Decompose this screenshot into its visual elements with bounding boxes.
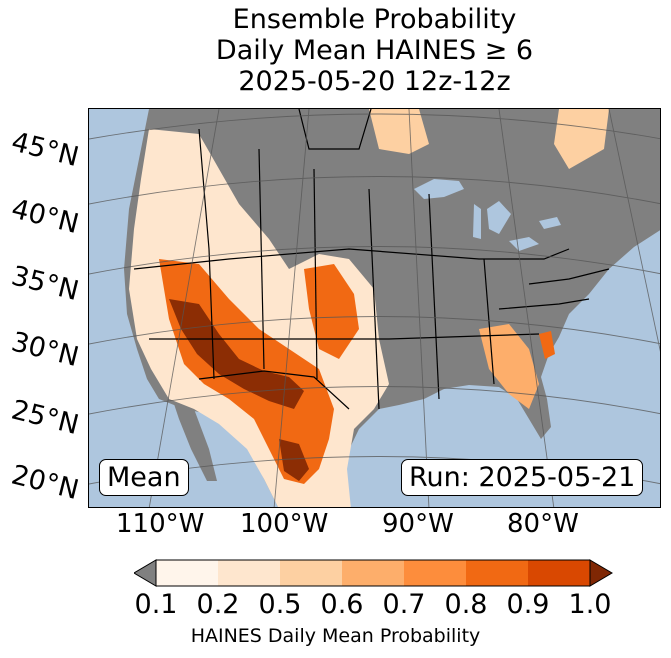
probability-map <box>88 108 661 508</box>
colorbar-tick-1-0: 1.0 <box>568 589 612 620</box>
border-lines <box>133 109 610 410</box>
colorbar-bin-6 <box>466 560 528 586</box>
title-line-3: 2025-05-20 12z-12z <box>238 66 511 97</box>
colorbar-bin-1 <box>156 560 218 586</box>
colorbar <box>133 558 614 588</box>
lon-label-80w: 80°W <box>507 509 579 539</box>
colorbar-over-triangle <box>589 559 613 587</box>
lat-label-45: 45°N <box>8 126 82 174</box>
colorbar-tick-0-9: 0.9 <box>506 589 550 620</box>
lat-label-40: 40°N <box>8 193 82 241</box>
colorbar-outline <box>155 559 591 587</box>
chart-title: Ensemble Probability Daily Mean HAINES ≥… <box>88 4 661 97</box>
lat-label-30: 30°N <box>8 326 82 374</box>
lat-label-20: 20°N <box>8 459 82 507</box>
colorbar-bin-3 <box>280 560 342 586</box>
great-lakes <box>414 179 561 251</box>
colorbar-tick-0-8: 0.8 <box>444 589 488 620</box>
graticule <box>89 109 660 507</box>
colorbar-tick-0-5: 0.5 <box>258 589 302 620</box>
colorbar-tick-0-7: 0.7 <box>382 589 426 620</box>
lat-label-25: 25°N <box>8 394 82 442</box>
colorbar-tick-0-6: 0.6 <box>320 589 364 620</box>
colorbar-bin-5 <box>404 560 466 586</box>
run-label: Run: 2025-05-21 <box>401 459 644 496</box>
colorbar-tick-0-1: 0.1 <box>134 589 178 620</box>
title-line-2: Daily Mean HAINES ≥ 6 <box>215 35 534 66</box>
colorbar-under-triangle <box>133 559 157 587</box>
colorbar-tick-0-2: 0.2 <box>196 589 240 620</box>
colorbar-svg <box>133 559 613 587</box>
probability-field <box>129 109 609 507</box>
lon-label-110w: 110°W <box>116 509 205 539</box>
colorbar-bin-2 <box>218 560 280 586</box>
colorbar-bin-4 <box>342 560 404 586</box>
lon-label-100w: 100°W <box>240 509 329 539</box>
colorbar-bin-7 <box>528 560 590 586</box>
title-line-1: Ensemble Probability <box>232 4 517 35</box>
lat-label-35: 35°N <box>8 260 82 308</box>
map-svg <box>89 109 660 507</box>
lon-label-90w: 90°W <box>382 509 454 539</box>
colorbar-title: HAINES Daily Mean Probability <box>190 625 481 647</box>
mean-label: Mean <box>99 459 189 496</box>
